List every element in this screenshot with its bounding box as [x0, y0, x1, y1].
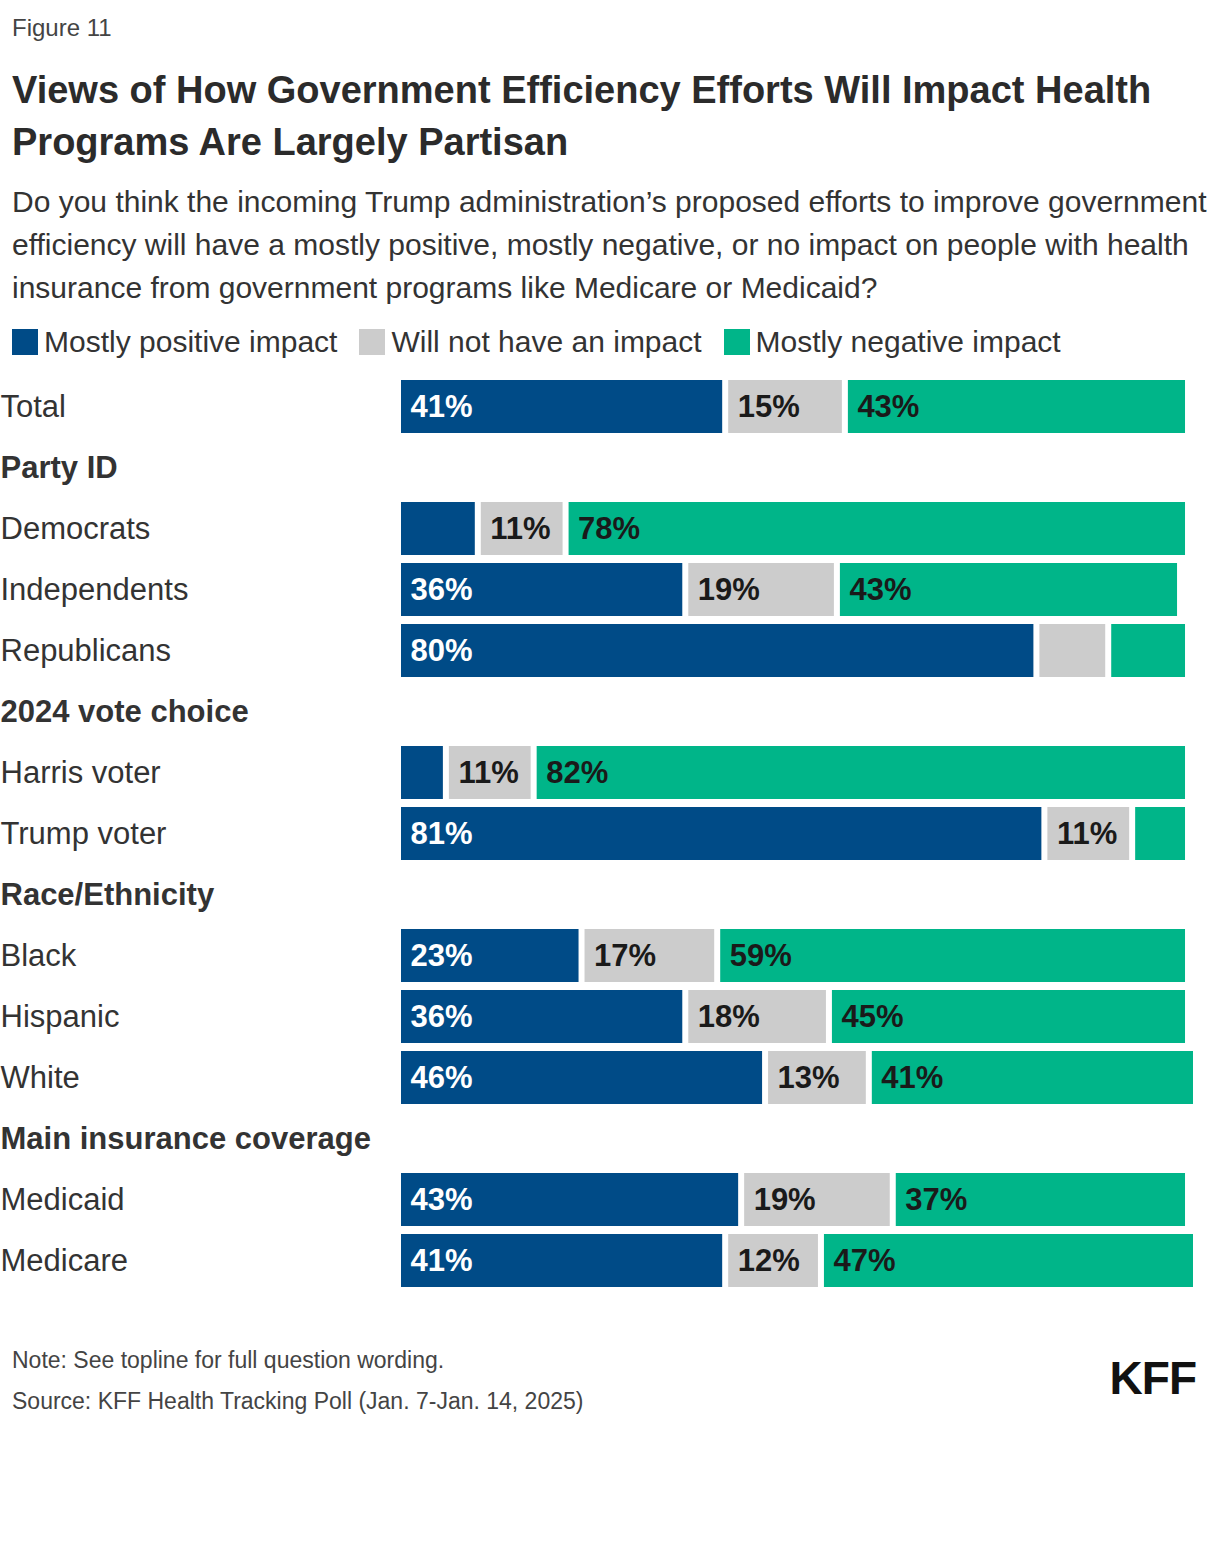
svg-text:47%: 47%: [833, 1243, 895, 1278]
html-text:Note: See topline for full que: Note: See topline for full question word…: [12, 1347, 445, 1373]
svg-text:82%: 82%: [546, 755, 608, 790]
svg-text:36%: 36%: [411, 572, 473, 607]
svg-text:Hispanic: Hispanic: [1, 999, 120, 1034]
svg-text:81%: 81%: [411, 816, 473, 851]
svg-text:46%: 46%: [411, 1060, 473, 1095]
svg-text:11%: 11%: [490, 511, 550, 546]
svg-text:Main insurance coverage: Main insurance coverage: [1, 1121, 371, 1156]
html-text:Figure 11: Figure 11: [12, 14, 112, 41]
svg-text:18%: 18%: [698, 999, 760, 1034]
svg-text:17%: 17%: [594, 938, 656, 973]
svg-text:Democrats: Democrats: [1, 511, 151, 546]
svg-text:13%: 13%: [778, 1060, 840, 1095]
svg-text:80%: 80%: [411, 633, 473, 668]
svg-text:41%: 41%: [411, 1243, 473, 1278]
html-text:Mostly positive impact: Mostly positive impact: [44, 325, 338, 358]
svg-text:37%: 37%: [905, 1182, 967, 1217]
svg-text:41%: 41%: [411, 389, 473, 424]
svg-text:78%: 78%: [578, 511, 640, 546]
svg-text:45%: 45%: [841, 999, 903, 1034]
html-text:KFF: KFF: [1109, 1352, 1196, 1404]
svg-text:White: White: [1, 1060, 80, 1095]
html-text:Do you think the incoming Trum: Do you think the incoming Trump administ…: [12, 185, 1207, 304]
svg-text:19%: 19%: [698, 572, 760, 607]
svg-text:Trump voter: Trump voter: [1, 816, 167, 851]
svg-text:36%: 36%: [411, 999, 473, 1034]
svg-text:23%: 23%: [411, 938, 473, 973]
svg-text:11%: 11%: [458, 755, 518, 790]
svg-text:41%: 41%: [881, 1060, 943, 1095]
svg-text:19%: 19%: [754, 1182, 816, 1217]
svg-text:15%: 15%: [738, 389, 800, 424]
svg-text:12%: 12%: [738, 1243, 800, 1278]
svg-text:Party ID: Party ID: [1, 450, 118, 485]
svg-text:59%: 59%: [730, 938, 792, 973]
svg-text:Harris voter: Harris voter: [1, 755, 161, 790]
svg-text:11%: 11%: [1057, 816, 1117, 851]
svg-text:Independents: Independents: [1, 572, 189, 607]
svg-text:Medicaid: Medicaid: [1, 1182, 125, 1217]
html-text:Will not have an impact: Will not have an impact: [391, 325, 702, 358]
html-text:Mostly negative impact: Mostly negative impact: [755, 325, 1061, 358]
svg-text:2024 vote choice: 2024 vote choice: [1, 694, 249, 729]
svg-text:43%: 43%: [849, 572, 911, 607]
svg-text:Medicare: Medicare: [1, 1243, 129, 1278]
svg-text:Total: Total: [1, 389, 66, 424]
html-text:Source: KFF Health Tracking Po: Source: KFF Health Tracking Poll (Jan. 7…: [12, 1388, 584, 1414]
svg-text:Black: Black: [1, 938, 77, 973]
html-text:Views of How Government Effici: Views of How Government Efficiency Effor…: [12, 69, 1152, 163]
svg-text:43%: 43%: [411, 1182, 473, 1217]
svg-text:43%: 43%: [857, 389, 919, 424]
svg-text:Republicans: Republicans: [1, 633, 172, 668]
svg-text:Race/Ethnicity: Race/Ethnicity: [1, 877, 215, 912]
